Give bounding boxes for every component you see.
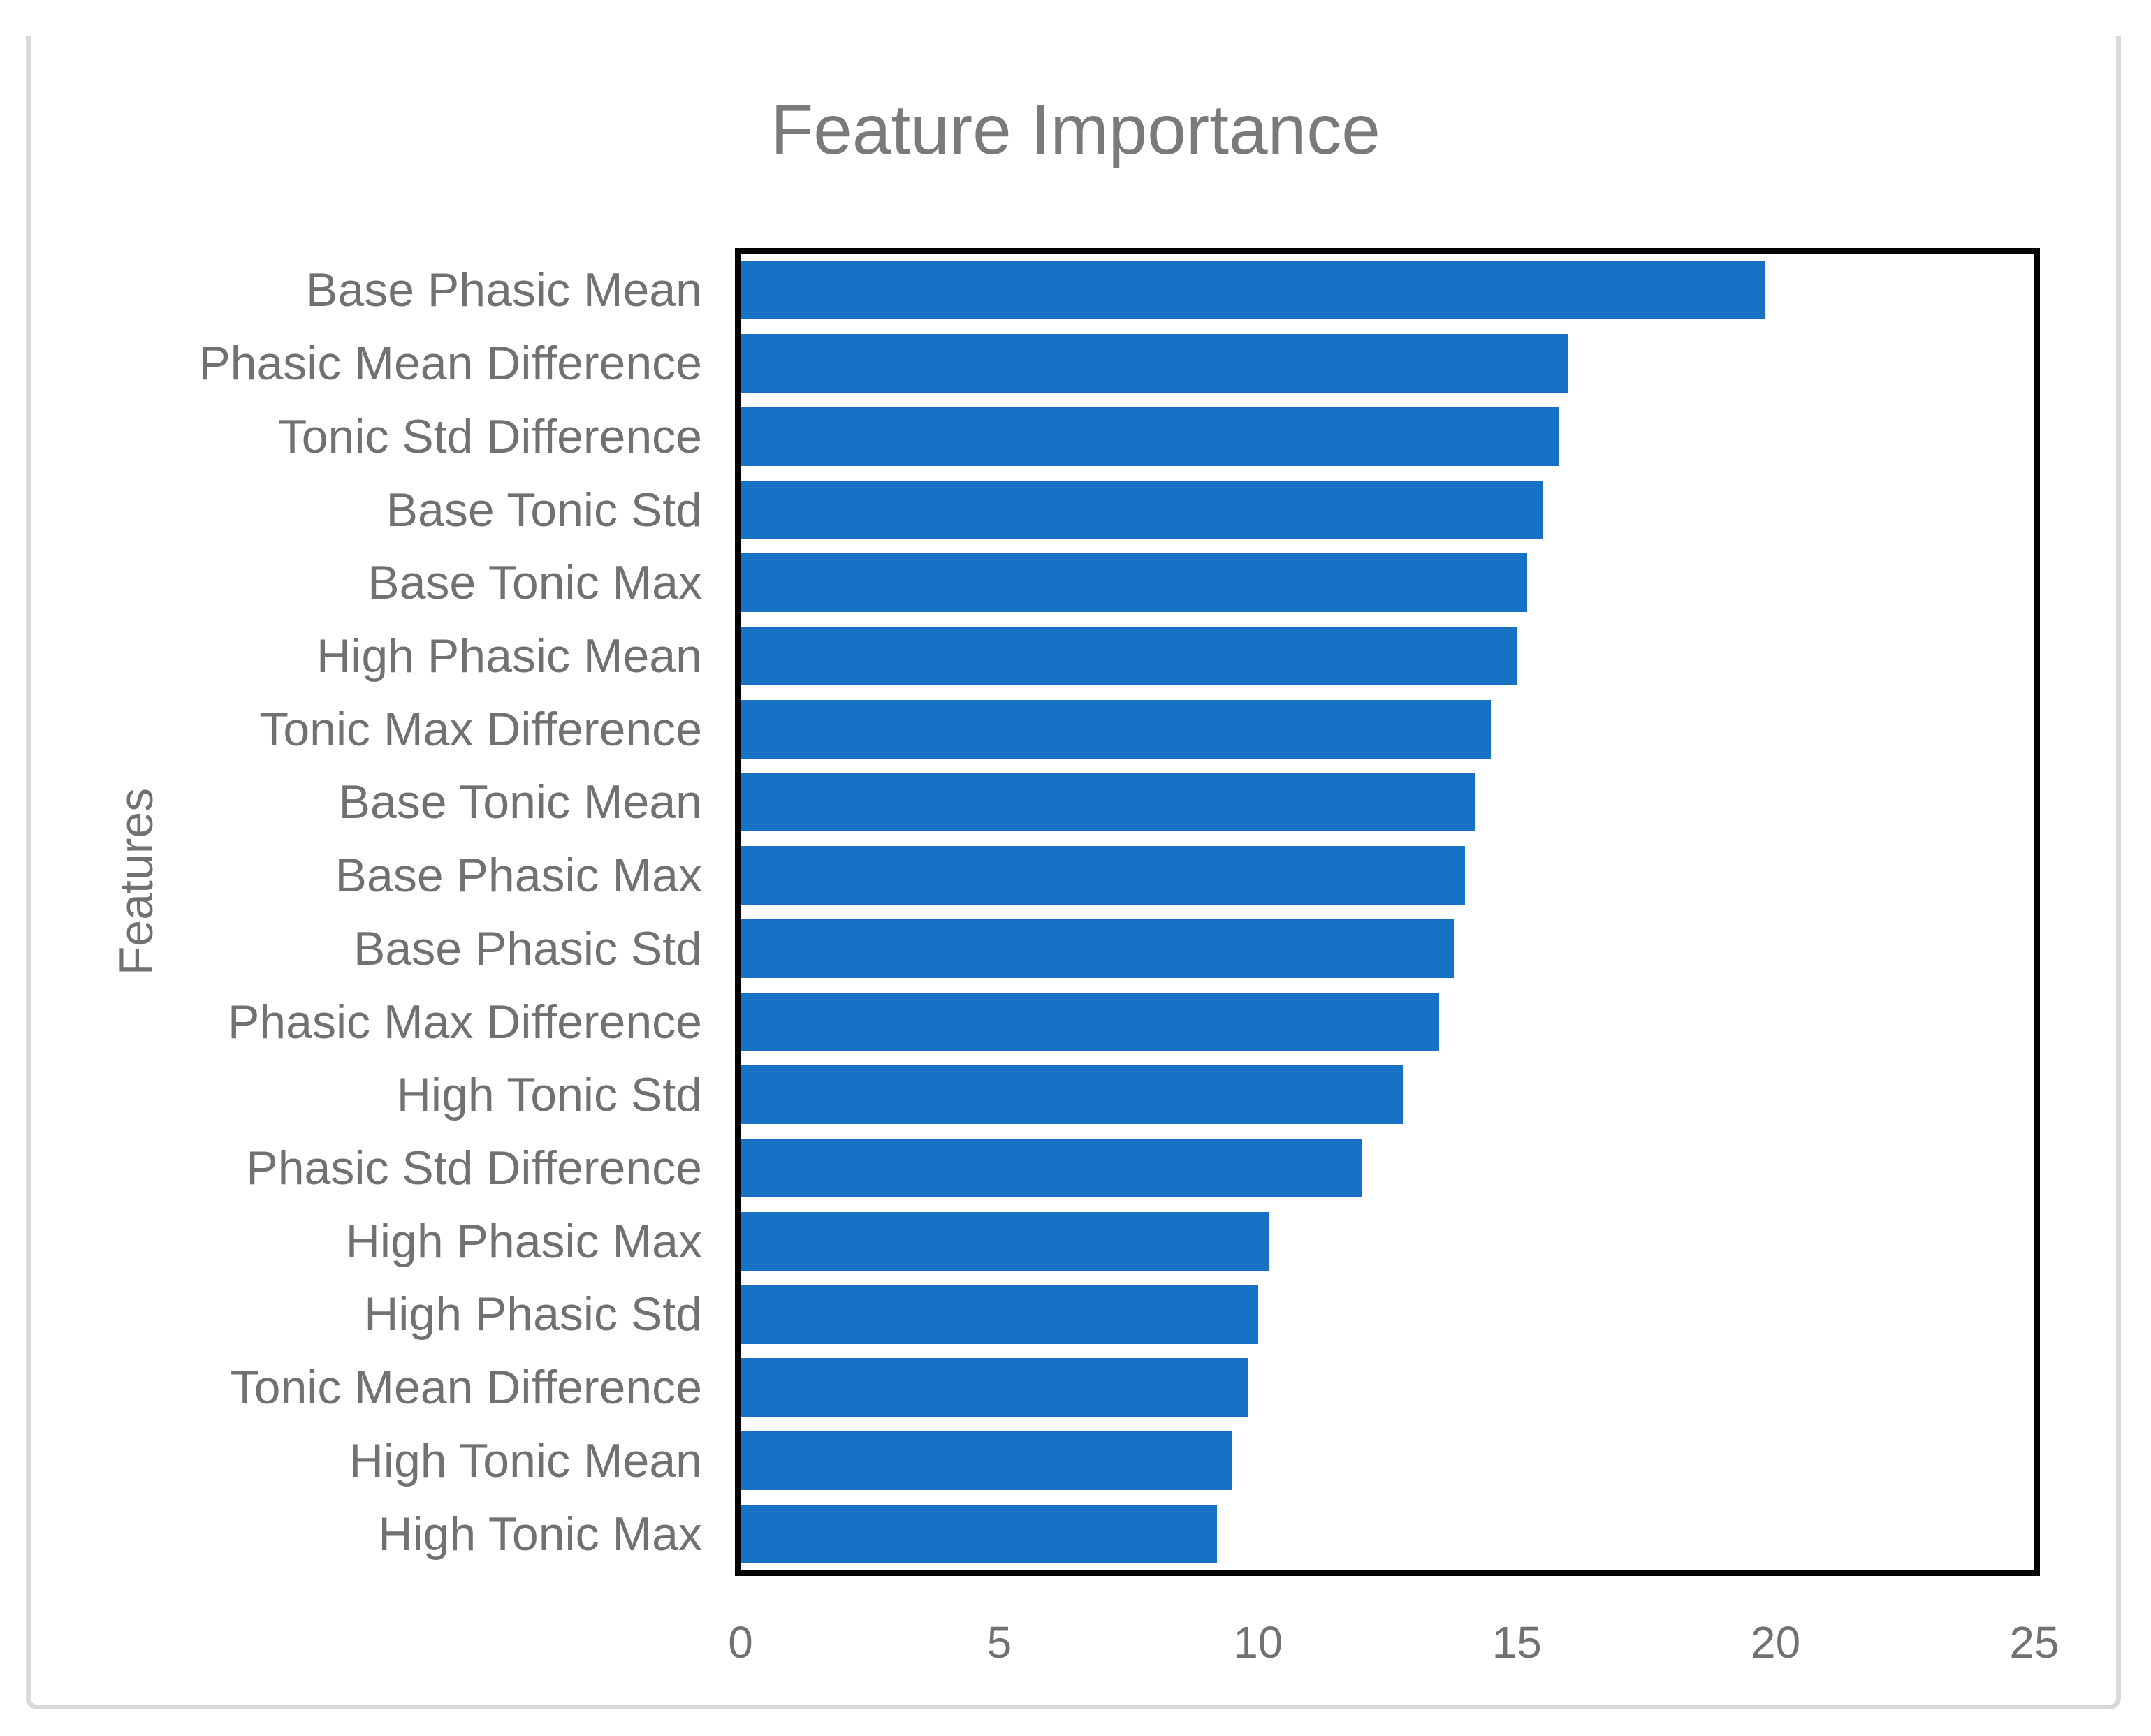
y-axis-label: Tonic Mean Difference (230, 1361, 702, 1415)
chart-title: Feature Importance (771, 91, 1380, 169)
y-axis-label: Tonic Std Difference (277, 409, 702, 463)
bar (741, 919, 1455, 978)
bar (741, 1139, 1362, 1197)
bar (741, 627, 1517, 685)
x-tick-label: 25 (2009, 1617, 2059, 1668)
y-axis-label: Base Tonic Mean (338, 775, 702, 829)
y-axis-label: Tonic Max Difference (259, 702, 702, 756)
bar (741, 773, 1475, 832)
y-axis-label: Phasic Std Difference (246, 1141, 702, 1195)
y-axis-label: High Tonic Mean (349, 1434, 702, 1487)
y-axis-label: Phasic Max Difference (227, 995, 702, 1049)
y-axis-label: High Phasic Max (345, 1214, 702, 1268)
bar (741, 846, 1466, 905)
y-axis-label: High Tonic Std (396, 1068, 702, 1122)
y-axis-label: Phasic Mean Difference (198, 337, 702, 391)
y-axis-label: Base Phasic Mean (306, 263, 702, 317)
bar (741, 699, 1492, 759)
x-tick-label: 10 (1233, 1617, 1283, 1668)
bar (741, 334, 1569, 393)
bar (741, 1504, 1217, 1563)
bar (741, 1285, 1258, 1344)
y-axis-labels: Base Phasic Mean Phasic Mean Difference To… (0, 254, 702, 1570)
bar (741, 1431, 1232, 1490)
x-tick-label: 0 (728, 1617, 753, 1668)
x-axis-ticks: 0 5 10 15 20 25 (0, 1620, 2151, 1683)
y-axis-label: High Phasic Std (364, 1288, 702, 1341)
x-tick-label: 15 (1492, 1617, 1542, 1668)
y-axis-label: High Tonic Max (378, 1507, 702, 1561)
y-axis-label: Base Tonic Max (367, 556, 702, 610)
x-tick-label: 5 (986, 1617, 1012, 1668)
bar (741, 553, 1527, 613)
bar (741, 261, 1765, 320)
bar (741, 407, 1559, 466)
y-axis-label: Base Phasic Std (353, 921, 702, 975)
bars-layer (741, 254, 2034, 1570)
bar (741, 992, 1440, 1051)
plot-area (735, 248, 2040, 1576)
x-tick-label: 20 (1751, 1617, 1801, 1668)
y-axis-label: Base Phasic Max (335, 849, 702, 903)
chart-outer-frame (26, 36, 2121, 1709)
bar (741, 1065, 1403, 1125)
y-axis-label: High Phasic Mean (316, 629, 702, 683)
bar (741, 480, 1543, 539)
bar (741, 1358, 1248, 1417)
y-axis-label: Base Tonic Std (386, 483, 702, 537)
bar (741, 1211, 1269, 1271)
